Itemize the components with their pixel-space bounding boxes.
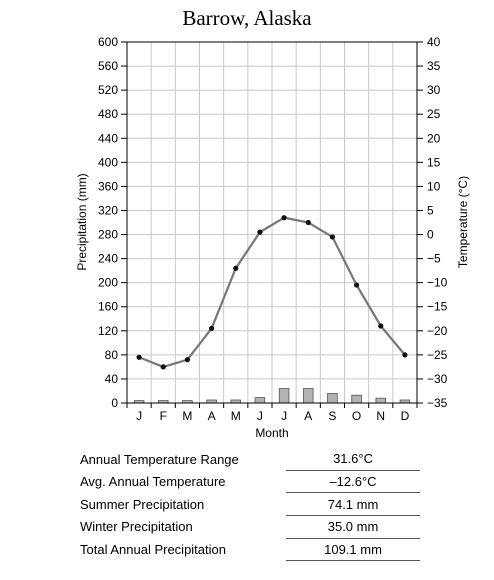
y-right-tick-label: 30 bbox=[427, 83, 441, 97]
x-tick-label: M bbox=[231, 409, 241, 423]
temperature-point bbox=[136, 354, 142, 360]
chart-title: Barrow, Alaska bbox=[182, 6, 312, 30]
x-tick-label: S bbox=[328, 409, 336, 423]
x-tick-label: F bbox=[160, 409, 167, 423]
plot-frame bbox=[126, 41, 418, 404]
stat-label: Winter Precipitation bbox=[80, 519, 193, 535]
stat-value: 109.1 mm bbox=[286, 538, 420, 562]
y-right-tick-label: 15 bbox=[427, 155, 441, 169]
temperature-point bbox=[305, 219, 311, 226]
y-left-tick-label: 280 bbox=[98, 228, 118, 242]
stat-row: Annual Temperature Range 31.6°C bbox=[80, 448, 420, 471]
y-left-tick-label: 440 bbox=[98, 131, 118, 145]
precipitation-bar bbox=[375, 397, 386, 404]
y-left-tick-label: 480 bbox=[98, 107, 118, 121]
temperature-line-path bbox=[138, 216, 406, 369]
temperature-point bbox=[378, 323, 384, 329]
temperature-point bbox=[233, 265, 239, 271]
x-tick-label: N bbox=[376, 409, 385, 423]
y-right-tick-label: −10 bbox=[427, 276, 448, 290]
y-right-tick-label: −35 bbox=[427, 396, 448, 410]
y-right-tick-label: 10 bbox=[427, 179, 441, 193]
y-right-tick-label: −5 bbox=[427, 252, 441, 266]
y-left-tick-label: 320 bbox=[98, 203, 118, 217]
stat-value: 35.0 mm bbox=[286, 515, 420, 539]
x-tick-label: J bbox=[257, 409, 263, 423]
x-tick-label: M bbox=[182, 409, 192, 423]
y-right-tick-label: 20 bbox=[427, 131, 441, 145]
temperature-point bbox=[184, 357, 191, 363]
y-left-tick-label: 40 bbox=[105, 372, 119, 386]
temperature-point bbox=[281, 215, 287, 221]
y-left-tick-label: 560 bbox=[98, 59, 118, 73]
y-right-tick-label: 5 bbox=[427, 203, 434, 217]
stat-row: Avg. Annual Temperature –12.6°C bbox=[80, 470, 420, 494]
y-right-tick-label: −25 bbox=[427, 348, 448, 362]
x-tick-label: A bbox=[208, 409, 216, 423]
y-right-tick-label: −20 bbox=[427, 324, 448, 338]
stat-value: 31.6°C bbox=[286, 448, 420, 471]
grid-layer bbox=[127, 41, 417, 404]
y-right-tick-label: −15 bbox=[427, 300, 448, 314]
climate-statistics-table: Annual Temperature Range 31.6°C Avg. Ann… bbox=[80, 448, 420, 562]
temperature-line bbox=[136, 215, 408, 370]
y-left-tick-label: 120 bbox=[98, 324, 118, 338]
y-right-tick-label: 25 bbox=[427, 107, 441, 121]
stat-row: Total Annual Precipitation 109.1 mm bbox=[80, 538, 420, 562]
temperature-point bbox=[402, 352, 408, 358]
y-axis-right-title: Temperature (°C) bbox=[456, 176, 470, 268]
stat-value: –12.6°C bbox=[286, 470, 420, 494]
y-left-tick-label: 360 bbox=[98, 179, 118, 193]
y-left-tick-label: 200 bbox=[98, 276, 118, 290]
precipitation-bar bbox=[327, 392, 338, 404]
temperature-point bbox=[353, 282, 360, 288]
stat-label: Annual Temperature Range bbox=[80, 451, 239, 467]
y-left-tick-label: 600 bbox=[98, 35, 118, 49]
stat-label: Summer Precipitation bbox=[80, 496, 205, 512]
y-right-tick-label: −30 bbox=[427, 372, 448, 386]
y-right-tick-label: 0 bbox=[427, 228, 434, 242]
temperature-point bbox=[257, 229, 263, 235]
y-right-tick-label: 35 bbox=[427, 59, 441, 73]
y-left-tick-label: 160 bbox=[98, 300, 118, 314]
y-left-tick-label: 80 bbox=[105, 348, 119, 362]
climate-chart: 0408012016020024028032036040044048052056… bbox=[75, 35, 470, 440]
y-left-tick-label: 400 bbox=[98, 155, 118, 169]
precipitation-bar bbox=[303, 388, 314, 404]
x-axis-title: Month bbox=[255, 426, 288, 440]
precipitation-bar bbox=[254, 397, 266, 404]
stat-label: Total Annual Precipitation bbox=[80, 542, 226, 558]
x-tick-label: J bbox=[281, 409, 287, 423]
x-tick-label: A bbox=[304, 409, 312, 423]
axes: 0408012016020024028032036040044048052056… bbox=[98, 35, 448, 423]
y-left-tick-label: 520 bbox=[98, 83, 118, 97]
temperature-point bbox=[208, 325, 215, 331]
y-left-tick-label: 0 bbox=[111, 396, 118, 410]
x-tick-label: J bbox=[136, 409, 142, 423]
y-left-tick-label: 240 bbox=[98, 252, 118, 266]
stat-label: Avg. Annual Temperature bbox=[80, 474, 226, 490]
stat-value: 74.1 mm bbox=[286, 492, 420, 517]
temperature-point bbox=[160, 364, 166, 370]
precipitation-bar bbox=[351, 394, 362, 404]
y-axis-left-title: Precipitation (mm) bbox=[75, 173, 89, 270]
stat-row: Winter Precipitation 35.0 mm bbox=[80, 515, 420, 539]
y-right-tick-label: 40 bbox=[427, 35, 441, 49]
stat-row: Summer Precipitation 74.1 mm bbox=[80, 492, 420, 517]
precipitation-bar bbox=[278, 388, 290, 404]
temperature-point bbox=[329, 234, 336, 240]
x-tick-label: D bbox=[401, 409, 410, 423]
x-tick-label: O bbox=[352, 409, 361, 423]
